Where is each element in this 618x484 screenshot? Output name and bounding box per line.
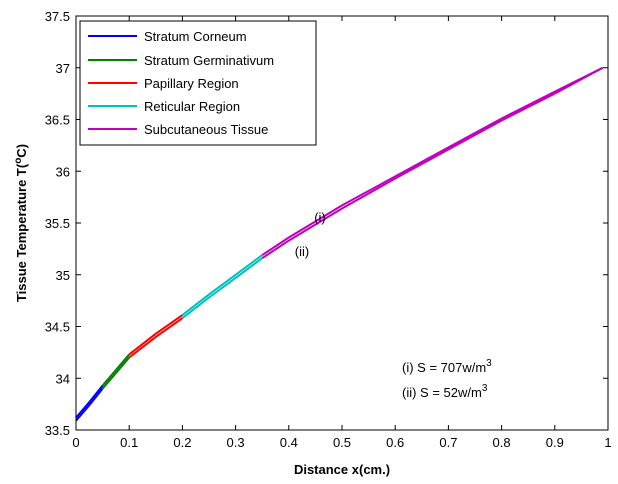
series-i-stratum-corneum: [75, 384, 104, 419]
curve-label-ii: (ii): [295, 244, 309, 259]
legend-label-stratum-germinativum: Stratum Germinativum: [144, 53, 274, 68]
y-tick-label: 36.5: [45, 113, 70, 128]
series-layer: [75, 66, 604, 422]
y-tick-label: 37.5: [45, 9, 70, 24]
y-tick-label: 36: [56, 164, 70, 179]
series-ii-reticular-region: [181, 257, 263, 319]
y-axis-title-main: Tissue Temperature T(: [14, 163, 29, 302]
ticks-layer: 0 0.1 0.2 0.3 0.4 0.5 0.6 0.7 0.8 0.9 1 33.5 34 34.5 3…: [45, 9, 612, 450]
y-tick-label: 34: [56, 371, 70, 386]
y-tick-label: 33.5: [45, 423, 70, 438]
x-tick-label: 0.7: [439, 435, 457, 450]
x-tick-label: 0: [72, 435, 79, 450]
x-tick-label: 0.6: [386, 435, 404, 450]
x-tick-label: 1: [604, 435, 611, 450]
note-case-ii-text: (ii) S = 52w/m: [402, 385, 482, 400]
y-tick-label: 37: [56, 61, 70, 76]
series-i-subcutaneous-tissue: [261, 66, 604, 256]
series-i-stratum-germinativum: [101, 353, 130, 387]
x-tick-label: 0.4: [280, 435, 298, 450]
y-tick-label: 35.5: [45, 216, 70, 231]
x-tick-label: 0.2: [173, 435, 191, 450]
y-tick-label: 35: [56, 268, 70, 283]
legend: Stratum Corneum Stratum Germinativum Pap…: [79, 20, 317, 146]
series-ii-stratum-germinativum: [101, 356, 130, 390]
y-axis-title-end: C): [14, 144, 29, 158]
series-i-reticular-region: [181, 254, 263, 316]
note-case-ii: (ii) S = 52w/m3: [402, 383, 488, 400]
y-axis-title-superscript: o: [13, 158, 24, 164]
series-i-papillary-region: [128, 314, 183, 356]
x-tick-label: 0.9: [546, 435, 564, 450]
legend-label-papillary-region: Papillary Region: [144, 76, 239, 91]
note-case-i: (i) S = 707w/m3: [402, 358, 492, 375]
y-axis-title: Tissue Temperature T(oC): [13, 144, 29, 302]
curve-label-i: (i): [314, 210, 326, 225]
series-ii-stratum-corneum: [75, 387, 104, 422]
series-ii-subcutaneous-tissue: [261, 66, 604, 260]
series-ii-papillary-region: [128, 317, 183, 359]
x-tick-label: 0.3: [227, 435, 245, 450]
note-case-ii-superscript: 3: [482, 383, 488, 394]
legend-label-reticular-region: Reticular Region: [144, 99, 240, 114]
legend-label-stratum-corneum: Stratum Corneum: [144, 29, 247, 44]
y-tick-label: 34.5: [45, 320, 70, 335]
x-tick-label: 0.5: [333, 435, 351, 450]
legend-label-subcutaneous-tissue: Subcutaneous Tissue: [144, 122, 268, 137]
x-tick-label: 0.8: [493, 435, 511, 450]
x-tick-label: 0.1: [120, 435, 138, 450]
note-case-i-superscript: 3: [486, 358, 492, 369]
note-case-i-text: (i) S = 707w/m: [402, 360, 486, 375]
x-axis-title: Distance x(cm.): [294, 462, 390, 477]
